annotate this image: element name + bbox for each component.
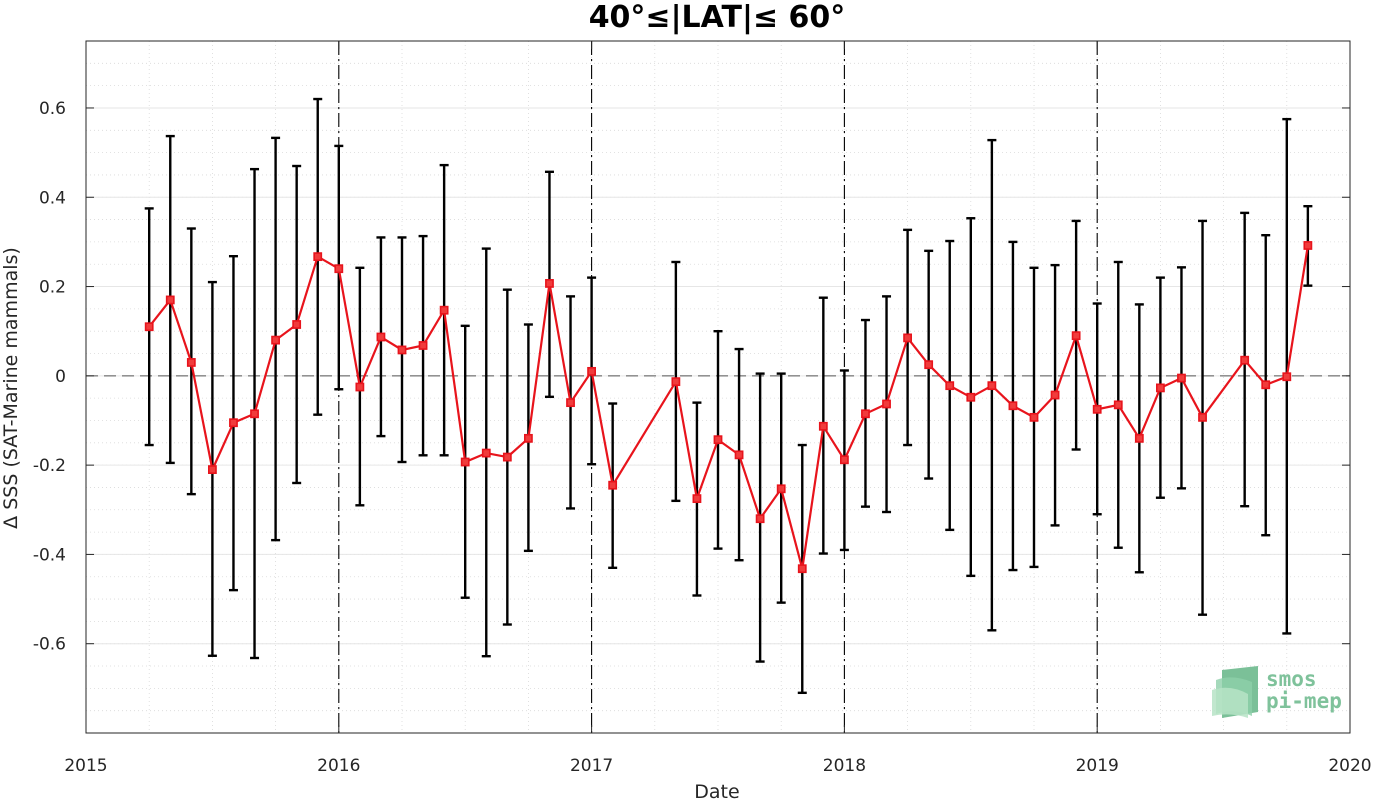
data-point-marker — [545, 279, 554, 288]
chart-title: 40°≤|LAT|≤ 60° — [589, 0, 846, 35]
plot-area-frame — [85, 40, 1351, 734]
data-point-marker — [1198, 412, 1207, 422]
data-point-marker — [208, 465, 217, 474]
data-point-marker — [903, 333, 912, 343]
y-tick-label: 0.2 — [39, 278, 66, 298]
x-tick-labels: 2015 2016 2017 2018 2019 2020 — [64, 756, 1371, 776]
x-tick-label: 2018 — [823, 756, 866, 776]
y-tick-label: 0 — [55, 367, 66, 387]
data-point-marker — [608, 480, 618, 490]
data-point-marker — [692, 494, 702, 504]
data-point-marker — [292, 320, 302, 329]
y-axis-label: Δ SSS (SAT-Marine mammals) — [0, 247, 22, 529]
data-point-marker — [1261, 380, 1271, 390]
data-point-marker — [334, 264, 344, 274]
x-tick-label: 2019 — [1076, 756, 1119, 776]
error-bars — [144, 97, 1313, 695]
series-markers — [144, 241, 1313, 574]
smos-pi-mep-logo: smos pi-mep — [1212, 666, 1342, 718]
y-tick-label: 0.6 — [39, 99, 66, 119]
logo-text-pi-mep: pi-mep — [1266, 689, 1342, 713]
data-point-marker — [882, 399, 891, 409]
data-point-marker — [418, 341, 428, 350]
data-point-marker — [313, 252, 323, 262]
data-point-marker — [776, 484, 786, 494]
data-point-marker — [397, 345, 407, 355]
x-tick-label: 2016 — [317, 756, 360, 776]
data-point-marker — [355, 382, 365, 392]
data-point-marker — [250, 409, 259, 419]
data-point-marker — [1303, 241, 1313, 250]
data-point-marker — [587, 366, 596, 376]
data-point-marker — [481, 448, 491, 458]
data-point-marker — [1177, 373, 1186, 383]
series-line — [148, 245, 1309, 569]
data-point-marker — [734, 450, 744, 460]
data-point-marker — [924, 360, 934, 370]
data-point-marker — [797, 564, 807, 574]
data-point-marker — [755, 514, 765, 524]
x-axis-label: Date — [694, 781, 739, 801]
tick-marks — [85, 41, 1351, 733]
x-tick-label: 2015 — [64, 756, 107, 776]
data-point-marker — [1071, 331, 1081, 341]
data-point-marker — [271, 335, 280, 345]
data-point-marker — [1282, 372, 1292, 382]
y-tick-labels: -0.6 -0.4 -0.2 0 0.2 0.4 0.6 — [33, 99, 66, 655]
data-point-marker — [1156, 383, 1165, 393]
data-point-marker — [1134, 433, 1144, 443]
data-point-marker — [1113, 400, 1123, 410]
logo-waves-icon — [1212, 666, 1258, 718]
data-point-marker — [861, 409, 870, 419]
data-point-marker — [818, 421, 828, 431]
data-point-marker — [186, 358, 196, 367]
data-point-marker — [523, 433, 533, 443]
data-point-marker — [229, 418, 238, 428]
data-point-marker — [671, 377, 681, 387]
data-point-marker — [144, 322, 154, 332]
y-tick-label: -0.4 — [33, 545, 66, 565]
logo-text-smos: smos — [1266, 667, 1317, 691]
data-point-marker — [1240, 355, 1250, 365]
data-point-marker — [439, 305, 449, 315]
y-tick-label: -0.2 — [33, 456, 66, 476]
data-point-marker — [1050, 390, 1060, 400]
x-tick-label: 2020 — [1328, 756, 1371, 776]
data-point-marker — [713, 435, 723, 445]
data-point-marker — [987, 381, 997, 391]
y-tick-label: 0.4 — [39, 188, 66, 208]
data-point-marker — [460, 457, 470, 467]
data-point-marker — [839, 455, 849, 465]
y-tick-label: -0.6 — [33, 635, 66, 655]
data-point-marker — [566, 398, 575, 408]
data-point-marker — [1008, 401, 1018, 411]
data-point-marker — [966, 392, 976, 402]
x-tick-label: 2017 — [570, 756, 613, 776]
data-point-marker — [165, 295, 175, 305]
data-point-marker — [1029, 412, 1039, 422]
data-point-marker — [945, 381, 955, 391]
data-point-marker — [502, 452, 512, 462]
data-point-marker — [376, 332, 386, 342]
data-point-marker — [1092, 404, 1102, 414]
